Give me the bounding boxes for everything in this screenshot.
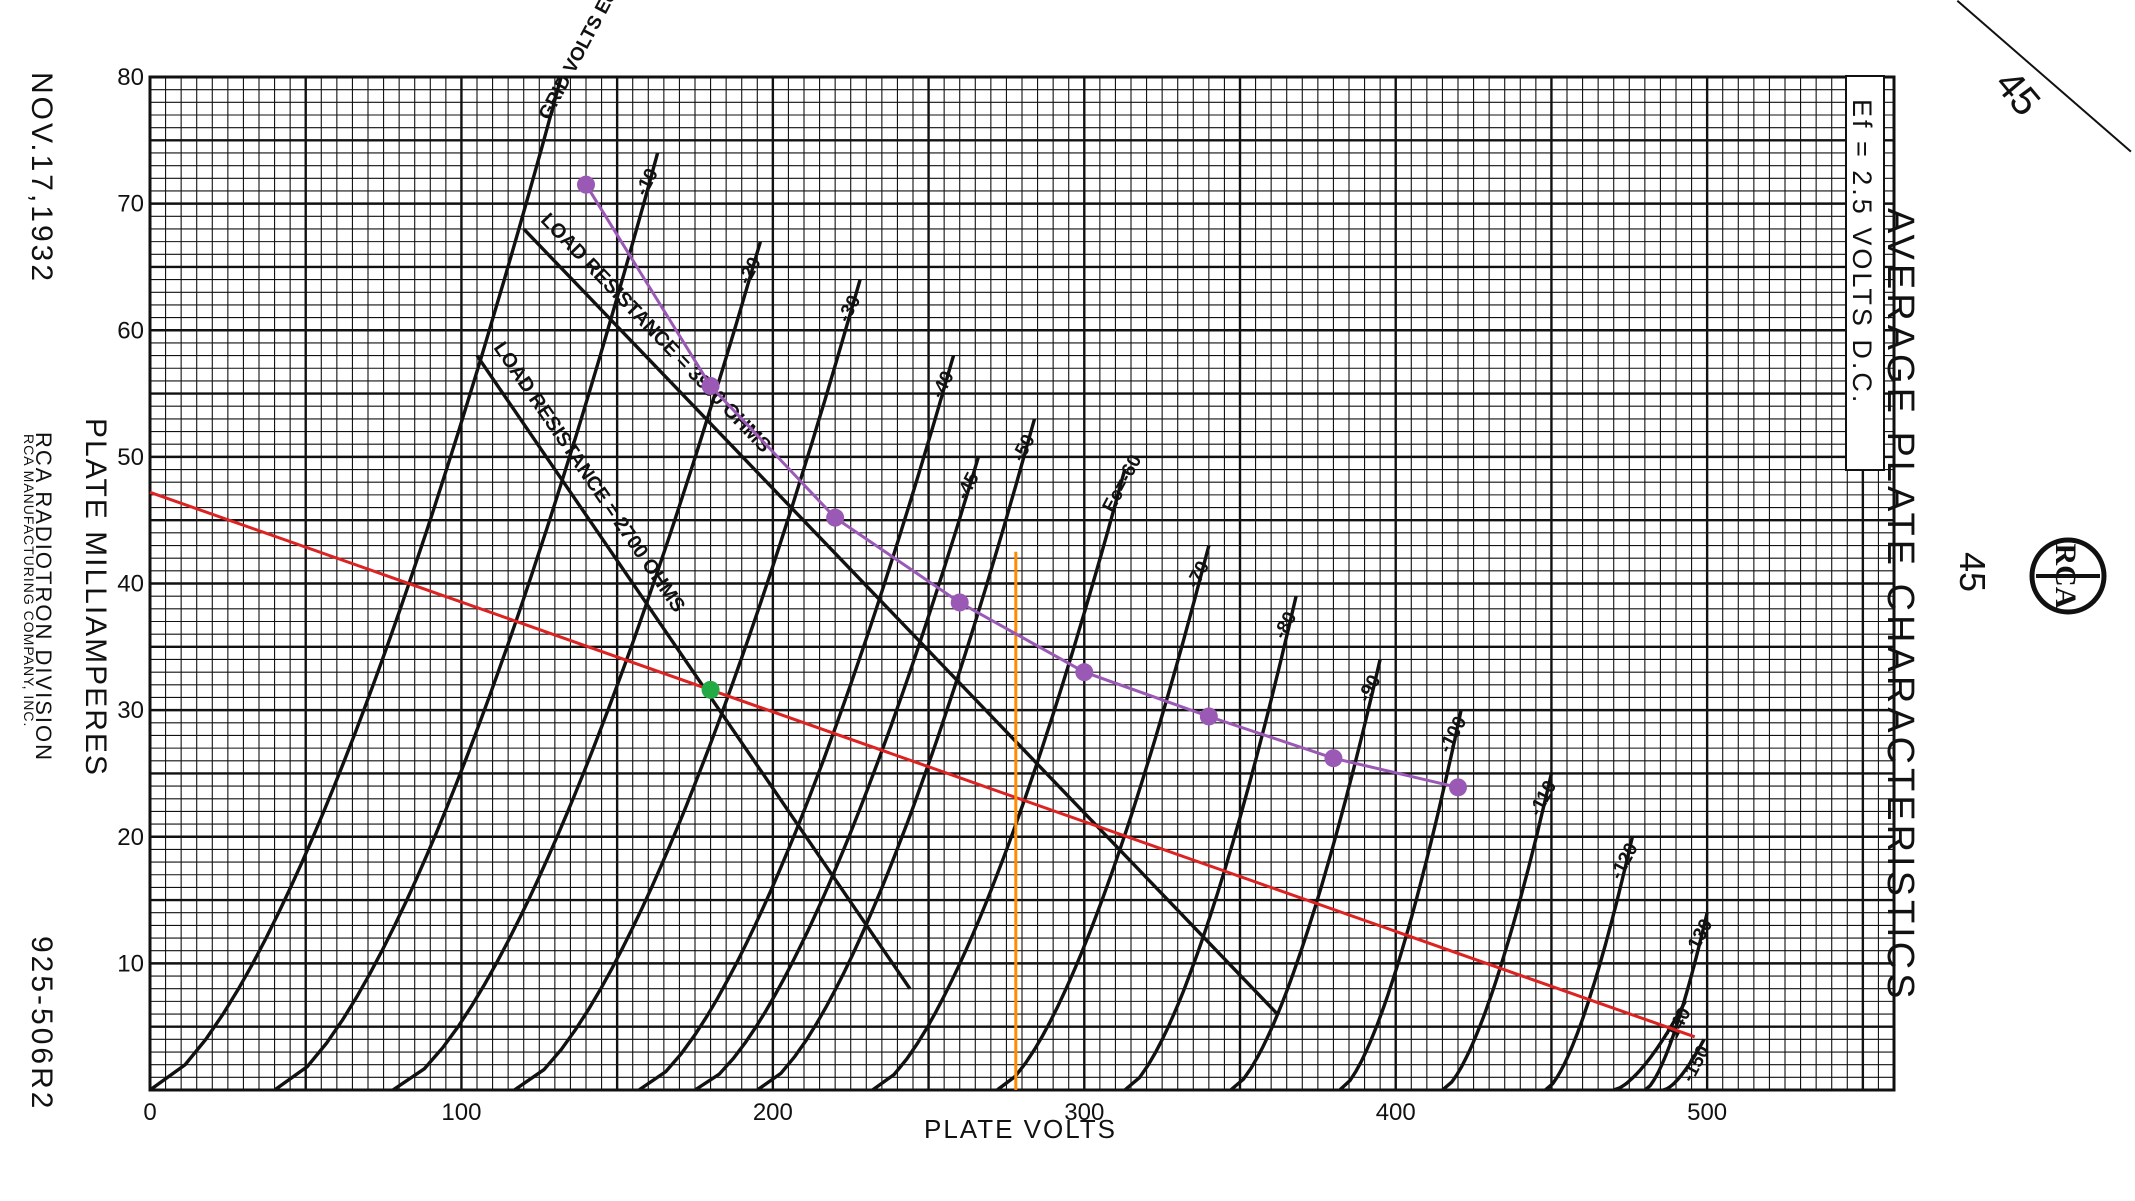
load-line (475, 354, 912, 990)
overlay-marker (1324, 749, 1343, 768)
rca-logo-icon: RCA (2029, 537, 2107, 615)
bias-curve (1441, 773, 1554, 1092)
x-tick-label: 300 (1064, 1099, 1104, 1126)
overlay-marker (950, 593, 969, 612)
tube-type-label: 45 (1952, 552, 1993, 593)
y-tick-label: 30 (117, 697, 144, 724)
overlay-marker (701, 376, 720, 395)
axis-ticks: 0 100 200 300 400 500 10 20 30 40 50 60 70 80 (117, 64, 1727, 1126)
bias-curve (1544, 836, 1635, 1092)
bias-curve (694, 456, 981, 1092)
overlay-marker (577, 175, 595, 194)
overlay-marker (1199, 707, 1218, 726)
x-tick-label: 0 (143, 1099, 156, 1126)
overlay-marker (1449, 778, 1467, 797)
bias-curve (871, 469, 1127, 1092)
y-tick-label: 50 (117, 444, 144, 471)
drawing-number: 925-506R2 (25, 936, 58, 1112)
overlay-line (149, 490, 1696, 1039)
bias-curve (756, 418, 1037, 1092)
filament-note: Ef = 2.5 VOLTS D.C. (1847, 99, 1877, 406)
overlay-marker (826, 508, 845, 527)
chart-grid (148, 75, 1896, 1092)
chart-date: NOV.17,1932 (25, 72, 58, 285)
bias-curve (1613, 1000, 1687, 1092)
company-name: RCA MANUFACTURING COMPANY, INC. (21, 434, 37, 728)
y-tick-label: 40 (117, 571, 144, 598)
x-axis-label: PLATE VOLTS (924, 1114, 1117, 1144)
bias-curve (513, 279, 862, 1092)
bias-curve (996, 545, 1211, 1092)
bias-curve (1229, 659, 1382, 1092)
x-tick-label: 200 (753, 1099, 793, 1126)
bias-curve (637, 355, 956, 1092)
rca-logo-text: RCA (2049, 544, 2082, 609)
bias-curve (1123, 595, 1298, 1092)
overlay-series (149, 175, 1696, 1090)
y-tick-label: 80 (117, 64, 144, 91)
overlay-line (584, 183, 1459, 789)
load-line (522, 227, 1279, 1016)
overlay-marker (701, 680, 720, 699)
y-tick-label: 10 (117, 950, 144, 977)
x-tick-label: 500 (1687, 1099, 1727, 1126)
bias-curve (1662, 1038, 1706, 1092)
x-tick-label: 100 (441, 1099, 481, 1126)
bias-curve (1338, 709, 1463, 1092)
x-tick-label: 400 (1376, 1099, 1416, 1126)
y-axis-label: PLATE MILLIAMPERES (79, 418, 112, 777)
y-tick-label: 60 (117, 317, 144, 344)
overlay-marker (1075, 663, 1094, 682)
y-tick-label: 20 (117, 824, 144, 851)
filament-note-box: Ef = 2.5 VOLTS D.C. (1845, 75, 1885, 471)
y-tick-label: 70 (117, 191, 144, 218)
